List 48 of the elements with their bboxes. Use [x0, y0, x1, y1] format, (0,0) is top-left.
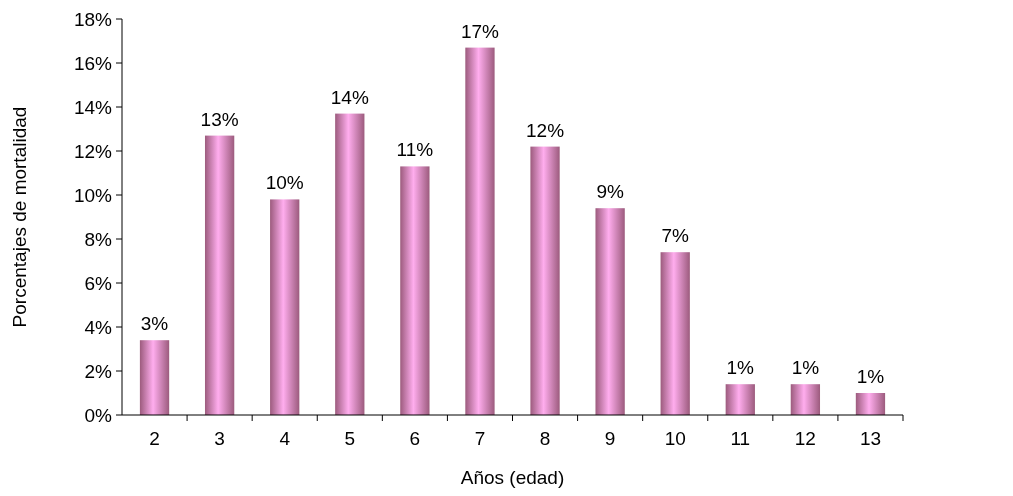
- bar: [400, 166, 430, 415]
- bar: [465, 47, 495, 415]
- data-label: 1%: [726, 357, 755, 379]
- bar: [204, 135, 235, 415]
- bar: [530, 146, 560, 415]
- y-tick-label: 10%: [73, 184, 113, 206]
- bar: [790, 384, 821, 415]
- y-tick-label: 0%: [84, 404, 113, 426]
- y-tick-label: 6%: [84, 272, 113, 294]
- x-tick-label: 5: [344, 428, 356, 449]
- bar: [595, 208, 625, 415]
- x-tick-label: 4: [279, 428, 291, 449]
- y-tick-label: 12%: [73, 140, 113, 162]
- y-tick-label: 14%: [73, 96, 113, 118]
- bar: [660, 252, 690, 415]
- bar: [335, 113, 365, 415]
- x-tick-label: 11: [730, 428, 751, 449]
- data-label: 3%: [140, 313, 169, 335]
- data-label: 10%: [265, 172, 304, 194]
- data-label: 14%: [330, 86, 369, 108]
- bar: [139, 340, 170, 415]
- data-label: 17%: [460, 20, 500, 42]
- y-tick-label: 2%: [84, 360, 113, 382]
- data-label: 7%: [661, 225, 690, 247]
- bar: [855, 393, 886, 415]
- x-tick-label: 8: [539, 428, 551, 449]
- y-tick-label: 8%: [84, 228, 113, 250]
- data-label: 9%: [596, 181, 624, 203]
- x-tick-label: 7: [474, 428, 486, 449]
- x-tick-label: 12: [794, 428, 816, 449]
- y-axis-title: Porcentajes de mortalidad: [9, 106, 30, 328]
- x-axis-title: Años (edad): [460, 467, 565, 488]
- data-label: 1%: [856, 366, 885, 387]
- data-label: 1%: [791, 357, 820, 379]
- x-tick-label: 6: [409, 428, 421, 449]
- bar: [725, 384, 755, 415]
- x-tick-label: 9: [604, 428, 616, 449]
- x-tick-label: 2: [149, 428, 160, 449]
- x-tick-label: 3: [214, 428, 225, 449]
- data-label: 11%: [396, 139, 434, 161]
- y-tick-label: 4%: [84, 316, 113, 338]
- y-tick-label: 16%: [73, 52, 113, 74]
- data-label: 12%: [526, 119, 565, 141]
- bar: [270, 199, 300, 415]
- x-tick-label: 10: [664, 428, 686, 449]
- x-tick-label: 13: [859, 428, 882, 449]
- y-tick-label: 18%: [73, 8, 113, 30]
- data-label: 13%: [200, 108, 239, 130]
